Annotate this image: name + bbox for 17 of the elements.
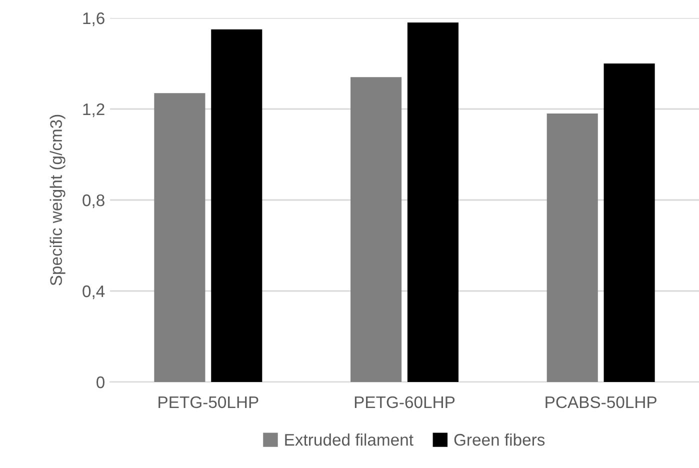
y-axis-title: Specific weight (g/cm3) [50,114,66,286]
y-tick-label: 0 [96,376,104,388]
bar [604,64,655,382]
y-tick-label: 0,8 [82,194,104,208]
x-tick-label: PCABS-50LHP [546,396,656,408]
bar [211,29,262,382]
y-tick-label: 0,4 [82,285,105,300]
legend-label: Extruded filament [285,433,414,446]
x-tick-label: PETG-50LHP [158,396,258,408]
bar [154,93,206,382]
x-tick-label: PETG-60LHP [354,396,455,408]
bar [546,114,598,382]
legend-label: Green fibers [454,433,545,446]
y-tick-label: 1,2 [83,103,104,118]
bar [350,77,402,382]
bar [407,22,458,382]
y-tick-label: 1,6 [83,12,104,26]
